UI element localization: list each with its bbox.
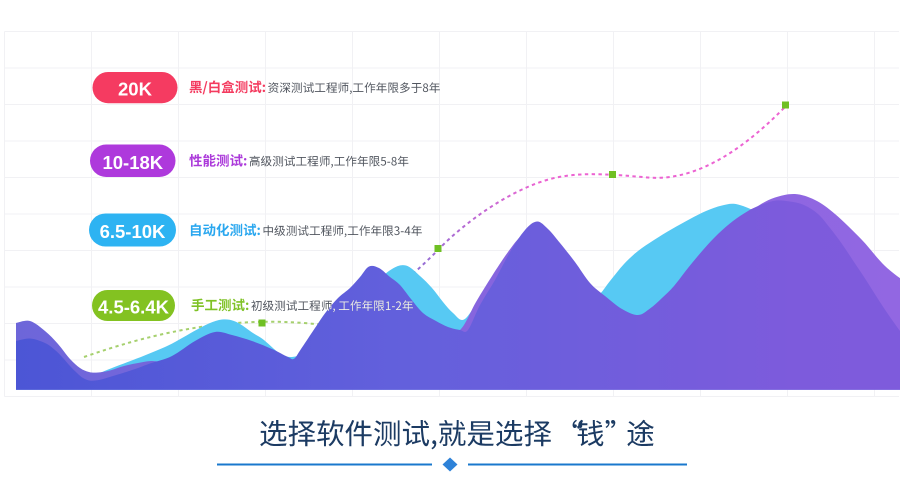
svg-text:10-18K: 10-18K xyxy=(102,152,163,173)
svg-text:6.5-10K: 6.5-10K xyxy=(100,221,166,242)
svg-text:20K: 20K xyxy=(118,79,153,100)
svg-text:4.5-6.4K: 4.5-6.4K xyxy=(98,297,170,318)
